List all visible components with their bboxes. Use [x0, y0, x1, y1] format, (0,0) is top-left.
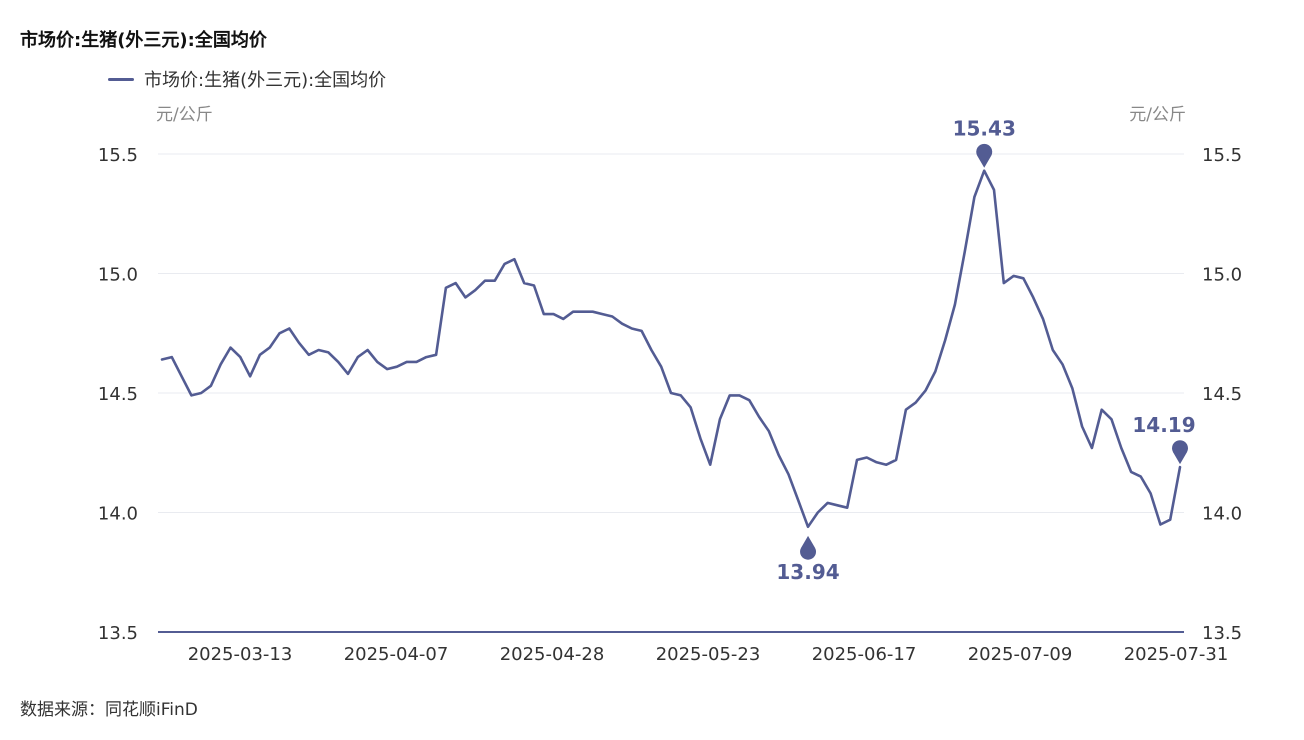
y-tick-label-left: 14.0	[98, 504, 138, 525]
x-tick-label: 2025-05-23	[656, 644, 761, 665]
x-tick-label: 2025-03-13	[188, 644, 293, 665]
y-tick-label-right: 15.5	[1202, 145, 1242, 166]
y-tick-label-right: 14.5	[1202, 384, 1242, 405]
legend-line-swatch	[108, 77, 134, 81]
min-value-label: 13.94	[776, 560, 839, 584]
chart-title: 市场价:生猪(外三元):全国均价	[20, 30, 267, 51]
y-tick-label-left: 14.5	[98, 384, 138, 405]
y-tick-label-left: 15.0	[98, 265, 138, 286]
y-tick-label-left: 13.5	[98, 623, 138, 644]
y-tick-label-right: 14.0	[1202, 504, 1242, 525]
y-tick-label-right: 15.0	[1202, 265, 1242, 286]
last-value-label: 14.19	[1132, 413, 1195, 437]
series-line[interactable]	[160, 169, 1182, 529]
y-axis-unit-left: 元/公斤	[156, 105, 213, 125]
x-tick-label: 2025-07-09	[968, 644, 1073, 665]
y-tick-label-right: 13.5	[1202, 623, 1242, 644]
x-tick-label: 2025-06-17	[812, 644, 917, 665]
x-tick-label: 2025-07-31	[1124, 644, 1229, 665]
max-value-label: 15.43	[953, 117, 1016, 141]
legend-label: 市场价:生猪(外三元):全国均价	[144, 70, 387, 91]
y-tick-label-left: 15.5	[98, 145, 138, 166]
last-marker[interactable]	[1172, 440, 1188, 465]
y-axis-unit-right: 元/公斤	[1129, 105, 1186, 125]
max-marker[interactable]	[976, 143, 993, 168]
legend[interactable]: 市场价:生猪(外三元):全国均价	[108, 66, 386, 92]
data-source: 数据来源：同花顺iFinD	[20, 700, 198, 720]
min-marker[interactable]	[800, 535, 817, 560]
x-tick-label: 2025-04-28	[500, 644, 605, 665]
x-tick-label: 2025-04-07	[344, 644, 449, 665]
